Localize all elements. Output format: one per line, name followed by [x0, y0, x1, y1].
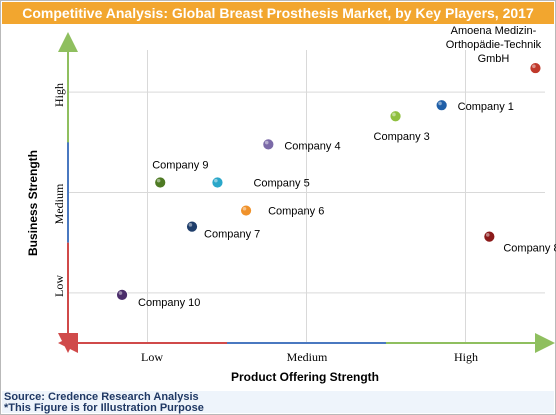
y-tick-label: Medium [52, 183, 66, 224]
point-marker [389, 110, 402, 123]
point-label: Company 4 [284, 140, 340, 152]
point-label: Company 1 [458, 101, 514, 113]
tick-labels: Low Medium High Low Medium High [52, 83, 478, 364]
source-text: Source: Credence Research Analysis [4, 391, 199, 403]
point-marker [483, 230, 496, 243]
point-highlight [242, 206, 247, 211]
x-tick-label: Medium [287, 350, 328, 364]
point-label-line: GmbH [478, 53, 510, 65]
point-highlight [532, 64, 536, 69]
point-marker [154, 176, 167, 189]
axes [58, 32, 555, 353]
point-highlight [438, 101, 442, 106]
data-point: Company 9 [152, 159, 208, 189]
point-marker [529, 62, 542, 74]
point-highlight [118, 291, 123, 295]
data-point: Company 6 [240, 204, 324, 218]
data-point: Amoena Medizin- Orthopädie-Technik GmbH [446, 25, 542, 74]
x-axis-label: Product Offering Strength [231, 370, 379, 384]
point-label: Company 3 [374, 131, 430, 143]
y-tick-label: High [52, 83, 66, 107]
data-point: Company 10 [116, 288, 200, 309]
point-highlight [188, 223, 193, 227]
grid [68, 50, 545, 343]
point-highlight [214, 178, 218, 183]
point-marker [435, 99, 448, 112]
point-label: Company 7 [204, 229, 260, 241]
x-tick-label: High [454, 350, 478, 364]
point-marker [186, 220, 198, 233]
point-label-line: Orthopädie-Technik [446, 39, 542, 51]
title-bar: Competitive Analysis: Global Breast Pros… [2, 2, 554, 24]
point-highlight [392, 112, 396, 117]
y-tick-label: Low [52, 275, 66, 297]
point-marker [262, 138, 275, 151]
illustration-note: *This Figure is for Illustration Purpose [4, 402, 204, 414]
point-marker [116, 288, 128, 301]
point-highlight [264, 140, 269, 145]
y-axis-label: Business Strength [26, 150, 40, 256]
x-tick-label: Low [141, 350, 163, 364]
point-label: Company 8 [503, 243, 556, 255]
point-marker [240, 204, 252, 217]
data-point: Company 3 [374, 110, 430, 143]
point-marker [211, 176, 224, 189]
data-points: Amoena Medizin- Orthopädie-Technik GmbH Com… [116, 25, 556, 309]
point-label: Company 9 [152, 159, 208, 171]
point-label: Company 10 [138, 297, 200, 309]
footer: Source: Credence Research Analysis *This… [2, 391, 554, 414]
point-label-line: Amoena Medizin- [451, 25, 537, 37]
chart-title: Competitive Analysis: Global Breast Pros… [22, 5, 534, 21]
data-point: Company 4 [262, 138, 341, 152]
point-label: Company 6 [268, 206, 324, 218]
data-point: Company 7 [186, 220, 260, 241]
data-point: Company 8 [483, 230, 556, 255]
data-point: Company 1 [435, 99, 514, 113]
point-label: Company 5 [253, 177, 309, 189]
point-highlight [156, 178, 161, 183]
data-point: Company 5 [211, 176, 310, 189]
point-highlight [485, 233, 490, 237]
